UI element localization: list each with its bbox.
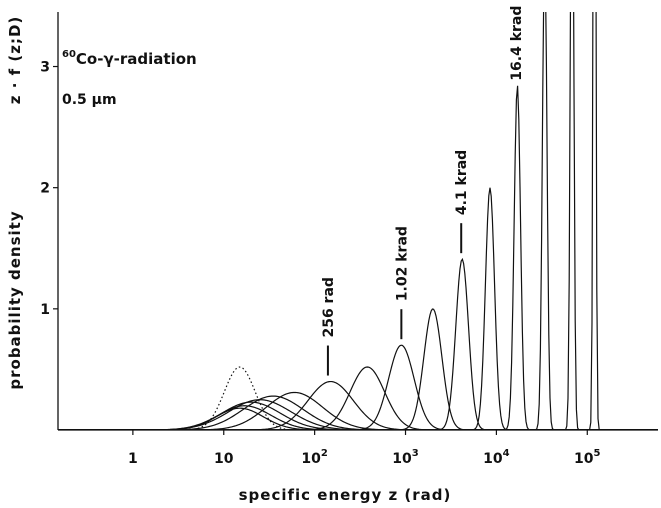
y-corner-label: z · f (z;D) (6, 16, 24, 105)
x-axis-title: specific energy z (rad) (239, 486, 452, 504)
x-tick-exponent: 3 (412, 448, 419, 459)
y-ticks: 1 2 3 (40, 60, 58, 318)
x-tick-base: 10 (214, 451, 234, 467)
x-tick-label: 103 (392, 448, 418, 467)
isotope-mass-number: 60 (62, 49, 76, 60)
y-tick-label: 3 (40, 60, 50, 76)
x-tick-exponent: 4 (503, 448, 510, 459)
x-tick-base: 10 (301, 451, 321, 467)
x-tick-exponent: 2 (321, 448, 328, 459)
dose-label: 4.1 krad (454, 150, 470, 215)
density-curve-8 (58, 380, 658, 430)
dose-label: 16.4 krad (509, 6, 525, 81)
x-tick-label: 105 (574, 448, 600, 467)
dose-labels: 256 rad 1.02 krad 4.1 krad 16.4 krad (321, 6, 525, 376)
radiation-source-label: 60Co-γ-radiation (62, 49, 197, 68)
site-size-label: 0.5 μm (62, 92, 117, 108)
axes-group (57, 12, 658, 431)
x-tick-label: 10 (214, 451, 234, 467)
x-tick-base: 10 (483, 451, 503, 467)
x-tick-label: 102 (301, 448, 327, 467)
density-curve-9 (58, 366, 658, 430)
radiation-source-text: Co-γ-radiation (76, 50, 197, 68)
x-tick-label: 104 (483, 448, 509, 467)
x-tick-label: 1 (128, 451, 138, 467)
y-axis-title: probability density (6, 210, 24, 389)
dose-label: 1.02 krad (394, 226, 410, 301)
x-tick-base: 10 (574, 451, 594, 467)
dose-label: 256 rad (321, 277, 337, 337)
y-tick-label: 1 (40, 302, 50, 318)
x-ticks: 1 10 102 103 104 105 (128, 430, 601, 467)
x-tick-exponent: 5 (594, 448, 601, 459)
density-curve-7 (58, 391, 658, 430)
x-tick-base: 10 (392, 451, 412, 467)
y-tick-label: 2 (40, 181, 50, 197)
x-tick-base: 1 (128, 451, 138, 467)
